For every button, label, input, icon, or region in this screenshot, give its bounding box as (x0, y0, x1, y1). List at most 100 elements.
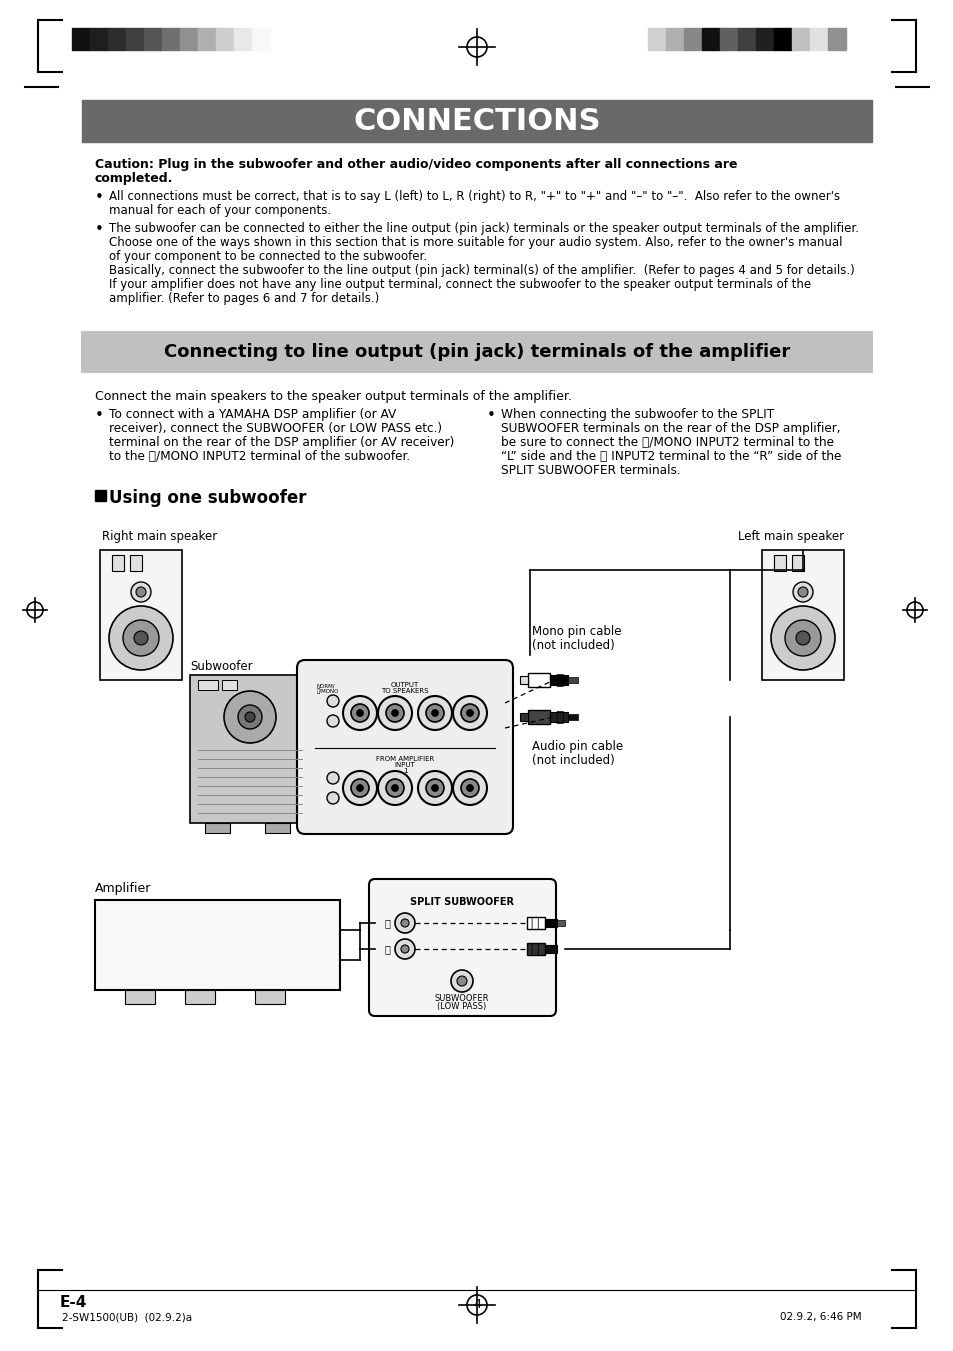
Bar (71, 28, 90, 50)
Circle shape (327, 715, 338, 727)
Bar (526, 917, 544, 929)
Circle shape (377, 696, 412, 730)
Circle shape (224, 690, 275, 743)
Bar (567, 713, 578, 720)
Bar (112, 555, 124, 571)
Text: Connect the main speakers to the speaker output terminals of the amplifier.: Connect the main speakers to the speaker… (95, 390, 571, 403)
Bar (82, 100, 871, 142)
FancyBboxPatch shape (369, 880, 556, 1016)
Bar (665, 28, 683, 50)
Text: Ⓛ: Ⓛ (555, 673, 563, 688)
Bar (773, 28, 791, 50)
Text: 1: 1 (402, 767, 407, 774)
Circle shape (245, 712, 254, 721)
Circle shape (417, 771, 452, 805)
Text: E-4: E-4 (60, 1296, 88, 1310)
Text: be sure to connect the Ⓛ/MONO INPUT2 terminal to the: be sure to connect the Ⓛ/MONO INPUT2 ter… (500, 436, 833, 449)
Text: INPUT: INPUT (395, 762, 415, 767)
Circle shape (343, 696, 376, 730)
Circle shape (456, 975, 467, 986)
Text: Basically, connect the subwoofer to the line output (pin jack) terminal(s) of th: Basically, connect the subwoofer to the … (109, 263, 854, 277)
Circle shape (327, 694, 338, 707)
Bar (198, 680, 218, 690)
Bar (95, 490, 106, 501)
Bar (265, 823, 290, 834)
Bar (95, 900, 339, 990)
Bar (544, 919, 557, 927)
Bar (550, 676, 567, 685)
Circle shape (426, 704, 443, 721)
Bar (519, 676, 527, 684)
Circle shape (131, 582, 151, 603)
Circle shape (237, 705, 262, 730)
Circle shape (466, 785, 473, 792)
Circle shape (453, 771, 486, 805)
Bar (254, 990, 285, 1004)
Circle shape (133, 631, 148, 644)
Text: Subwoofer: Subwoofer (190, 661, 253, 673)
Bar (827, 28, 845, 50)
Text: •: • (95, 222, 104, 236)
Bar (82, 332, 871, 372)
FancyBboxPatch shape (296, 661, 513, 834)
Circle shape (386, 780, 403, 797)
Text: Left main speaker: Left main speaker (738, 530, 843, 543)
Text: If your amplifier does not have any line output terminal, connect the subwoofer : If your amplifier does not have any line… (109, 278, 810, 290)
Text: of your component to be connected to the subwoofer.: of your component to be connected to the… (109, 250, 427, 263)
Bar (130, 555, 142, 571)
Text: SPLIT SUBWOOFER terminals.: SPLIT SUBWOOFER terminals. (500, 463, 679, 477)
Text: To connect with a YAMAHA DSP amplifier (or AV: To connect with a YAMAHA DSP amplifier (… (109, 408, 395, 422)
Text: Connecting to line output (pin jack) terminals of the amplifier: Connecting to line output (pin jack) ter… (164, 343, 789, 361)
Text: Right main speaker: Right main speaker (102, 530, 217, 543)
Bar (701, 28, 720, 50)
Text: Ⓛ: Ⓛ (384, 917, 390, 928)
Bar (527, 711, 550, 724)
Bar (567, 677, 578, 684)
Text: completed.: completed. (95, 172, 173, 185)
Circle shape (351, 704, 369, 721)
Text: terminal on the rear of the DSP amplifier (or AV receiver): terminal on the rear of the DSP amplifie… (109, 436, 454, 449)
Circle shape (377, 771, 412, 805)
Bar (791, 555, 803, 571)
Text: CONNECTIONS: CONNECTIONS (353, 107, 600, 135)
Circle shape (792, 582, 812, 603)
Text: to the Ⓛ/MONO INPUT2 terminal of the subwoofer.: to the Ⓛ/MONO INPUT2 terminal of the sub… (109, 450, 410, 463)
Text: 2-SW1500(UB)  (02.9.2)a: 2-SW1500(UB) (02.9.2)a (62, 1312, 192, 1323)
Bar (190, 676, 310, 823)
Circle shape (431, 709, 438, 716)
Text: Ⓛ: Ⓛ (530, 916, 537, 929)
Text: All connections must be correct, that is to say L (left) to L, R (right) to R, ": All connections must be correct, that is… (109, 190, 840, 203)
Text: When connecting the subwoofer to the SPLIT: When connecting the subwoofer to the SPL… (500, 408, 774, 422)
Text: TO SPEAKERS: TO SPEAKERS (381, 688, 428, 694)
Bar (738, 28, 755, 50)
Circle shape (356, 785, 363, 792)
Text: SUBWOOFER: SUBWOOFER (435, 994, 489, 1002)
Text: Ⓡ: Ⓡ (555, 711, 563, 724)
Circle shape (400, 919, 409, 927)
Bar (126, 28, 144, 50)
Bar (162, 28, 180, 50)
Bar (125, 990, 154, 1004)
Circle shape (327, 792, 338, 804)
Circle shape (770, 607, 834, 670)
Bar (755, 28, 773, 50)
Bar (144, 28, 162, 50)
Text: Amplifier: Amplifier (95, 882, 152, 894)
Bar (720, 28, 738, 50)
Text: Choose one of the ways shown in this section that is more suitable for your audi: Choose one of the ways shown in this sec… (109, 236, 841, 249)
Text: 02.9.2, 6:46 PM: 02.9.2, 6:46 PM (780, 1312, 862, 1323)
Text: SPLIT SUBWOOFER: SPLIT SUBWOOFER (410, 897, 514, 907)
Bar (180, 28, 198, 50)
Bar (100, 550, 182, 680)
Bar (233, 28, 252, 50)
Circle shape (460, 704, 478, 721)
Text: FROM AMPLIFIER: FROM AMPLIFIER (375, 757, 434, 762)
Bar (108, 28, 126, 50)
Text: OUTPUT: OUTPUT (391, 682, 418, 688)
Bar (185, 990, 214, 1004)
Circle shape (784, 620, 821, 657)
Text: Caution: Plug in the subwoofer and other audio/video components after all connec: Caution: Plug in the subwoofer and other… (95, 158, 737, 172)
Text: 4: 4 (473, 1298, 480, 1310)
Text: amplifier. (Refer to pages 6 and 7 for details.): amplifier. (Refer to pages 6 and 7 for d… (109, 292, 379, 305)
Text: Ⓛ/MONO: Ⓛ/MONO (316, 688, 339, 693)
